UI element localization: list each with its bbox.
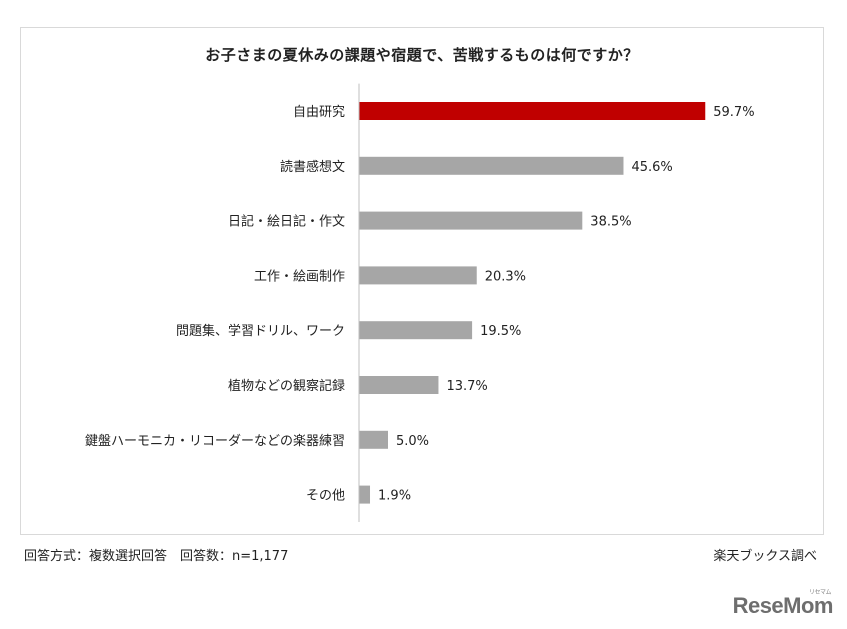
category-label: 問題集、学習ドリル、ワーク	[176, 323, 345, 339]
bar	[359, 156, 624, 175]
logo-text: ReseMom	[732, 593, 834, 618]
category-label: 工作・絵画制作	[254, 269, 345, 284]
value-label: 20.3%	[485, 269, 526, 284]
value-label: 45.6%	[631, 160, 672, 175]
bar	[359, 376, 439, 394]
value-label: 59.7%	[713, 105, 754, 120]
bar	[359, 321, 473, 340]
category-label: 植物などの観察記録	[228, 378, 345, 394]
logo-subtext: リセマム	[808, 590, 832, 596]
value-label: 19.5%	[480, 324, 521, 339]
value-label: 1.9%	[378, 489, 411, 504]
chart-frame: お子さまの夏休みの課題や宿題で、苦戦するものは何ですか？ 自由研究 59.7% 読書…	[20, 27, 824, 535]
bar	[359, 266, 477, 285]
source-credit: 楽天ブックス調べ	[713, 549, 817, 564]
value-label: 5.0%	[396, 434, 429, 449]
category-label: 自由研究	[293, 105, 345, 120]
resemom-logo: ReseMom リセマム	[732, 590, 834, 619]
bar	[359, 211, 583, 230]
survey-note: 回答方式：複数選択回答 回答数：n=1,177	[24, 549, 289, 564]
category-label: その他	[306, 489, 345, 504]
bar	[359, 102, 706, 120]
chart-title: お子さまの夏休みの課題や宿題で、苦戦するものは何ですか？	[205, 46, 639, 64]
category-label: 鍵盤ハーモニカ・リコーダーなどの楽器練習	[85, 433, 345, 449]
category-label: 日記・絵日記・作文	[228, 214, 345, 230]
bar	[359, 485, 371, 504]
bar	[359, 430, 388, 449]
value-label: 38.5%	[590, 215, 631, 230]
category-label: 読書感想文	[280, 159, 345, 175]
bar-chart: 自由研究 59.7% 読書感想文 45.6% 日記・絵日記・作文 38.5% 工作・絵画制作…	[85, 83, 755, 522]
value-label: 13.7%	[446, 379, 487, 394]
